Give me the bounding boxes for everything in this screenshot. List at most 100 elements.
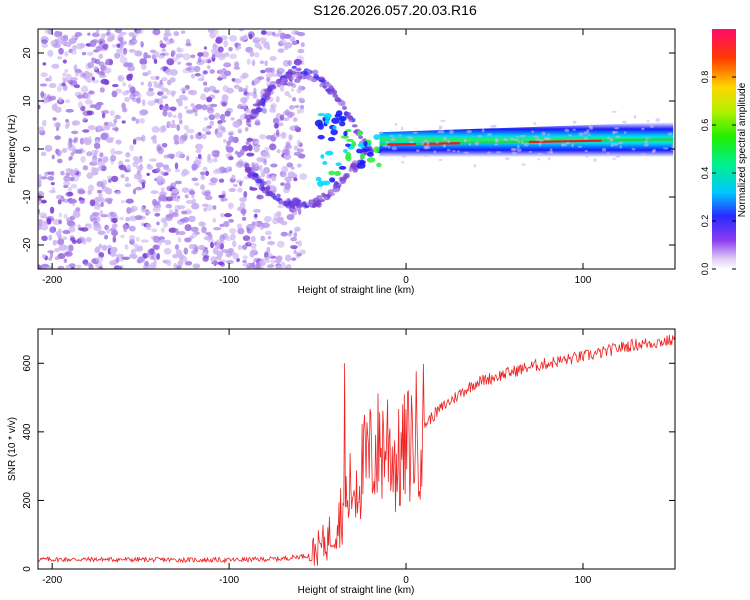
- colorbar-ticks: 0.0 0.2 0.4 0.6 0.8: [700, 71, 736, 275]
- noise-speckle: [151, 228, 158, 233]
- noise-speckle: [180, 30, 186, 34]
- noise-speckle: [67, 191, 73, 197]
- noise-speckle: [138, 158, 143, 163]
- snr-x-tick-label: -200: [42, 575, 62, 586]
- band-speckle: [511, 151, 517, 155]
- noise-speckle: [177, 231, 186, 236]
- band-speckle: [619, 145, 623, 149]
- arc-mark: [312, 70, 317, 75]
- noise-speckle: [242, 235, 251, 242]
- arc-mark: [312, 202, 319, 207]
- convergence-clump: [361, 148, 369, 152]
- noise-speckle: [126, 164, 131, 171]
- noise-speckle: [91, 157, 98, 165]
- noise-speckle: [191, 163, 198, 171]
- noise-speckle: [261, 108, 268, 114]
- band-speckle: [401, 161, 405, 164]
- noise-speckle: [100, 33, 106, 40]
- convergence-clump: [359, 152, 366, 159]
- noise-speckle: [89, 199, 96, 207]
- noise-speckle: [85, 236, 92, 243]
- noise-speckle: [285, 181, 291, 186]
- arc-mark: [276, 193, 281, 198]
- convergence-clump: [346, 138, 354, 142]
- noise-speckle: [96, 181, 104, 188]
- convergence-clump: [334, 170, 342, 176]
- noise-speckle: [184, 105, 188, 110]
- noise-speckle: [60, 170, 65, 176]
- noise-speckle: [54, 135, 61, 140]
- noise-speckle: [58, 47, 64, 55]
- noise-speckle: [121, 102, 126, 110]
- noise-speckle: [280, 132, 287, 140]
- noise-speckle: [221, 190, 226, 195]
- noise-speckle: [152, 244, 161, 251]
- noise-speckle: [150, 255, 154, 260]
- band-speckle: [412, 131, 418, 134]
- band-speckle: [622, 120, 627, 124]
- arc-mark: [244, 167, 252, 173]
- noise-speckle: [51, 63, 60, 69]
- noise-speckle: [223, 40, 228, 48]
- noise-speckle: [282, 117, 290, 122]
- band-speckle: [521, 163, 526, 166]
- noise-speckle: [242, 259, 247, 264]
- noise-speckle: [62, 236, 67, 240]
- noise-speckle: [98, 243, 102, 249]
- band-speckle: [382, 144, 389, 148]
- noise-speckle: [161, 77, 168, 82]
- noise-speckle: [99, 197, 105, 204]
- noise-speckle: [183, 125, 190, 131]
- snr-y-tick-label: 600: [22, 355, 33, 372]
- snr-ticks: -200 -100 0 100 0 200 400 600: [22, 329, 675, 586]
- noise-speckle: [246, 94, 250, 101]
- noise-speckle: [202, 70, 208, 75]
- noise-speckle: [237, 227, 245, 235]
- noise-speckle: [129, 86, 136, 94]
- noise-speckle: [57, 238, 65, 246]
- noise-speckle: [91, 57, 96, 61]
- noise-speckle: [38, 178, 42, 185]
- snr-x-tick-label: 100: [575, 575, 592, 586]
- snr-series-line: [38, 334, 675, 566]
- spectrogram-y-tick-label: -20: [22, 237, 33, 252]
- noise-speckle: [70, 266, 76, 269]
- noise-speckle: [107, 178, 112, 183]
- noise-speckle: [61, 82, 66, 87]
- noise-speckle: [276, 149, 281, 154]
- band-speckle: [649, 124, 654, 128]
- arc-mark: [348, 168, 353, 173]
- noise-speckle: [44, 29, 52, 34]
- noise-speckle: [259, 37, 267, 42]
- noise-speckle: [110, 122, 117, 128]
- arc-mark: [255, 106, 261, 112]
- noise-speckle: [116, 43, 121, 48]
- noise-speckle: [100, 133, 109, 141]
- noise-speckle: [190, 73, 196, 79]
- noise-speckle: [252, 208, 261, 213]
- noise-speckle: [283, 148, 291, 156]
- noise-speckle: [68, 157, 72, 161]
- noise-speckle: [296, 163, 302, 168]
- noise-speckle: [225, 166, 230, 172]
- noise-speckle: [121, 120, 126, 124]
- noise-speckle: [143, 52, 149, 60]
- noise-speckle: [64, 51, 69, 57]
- noise-speckle: [62, 72, 67, 77]
- noise-speckle: [57, 56, 63, 60]
- noise-speckle: [284, 254, 292, 262]
- noise-speckle: [284, 42, 293, 49]
- band-speckle: [646, 119, 650, 123]
- noise-speckle: [124, 183, 132, 188]
- convergence-clump: [351, 140, 357, 147]
- noise-speckle: [266, 264, 275, 268]
- noise-speckle: [264, 146, 270, 153]
- noise-speckle: [221, 94, 229, 101]
- noise-speckle: [96, 128, 100, 133]
- noise-speckle: [228, 156, 234, 161]
- noise-speckle: [161, 87, 169, 92]
- noise-speckle: [265, 134, 273, 140]
- noise-speckle: [146, 253, 151, 258]
- noise-speckle: [110, 231, 116, 236]
- noise-speckle: [93, 222, 101, 228]
